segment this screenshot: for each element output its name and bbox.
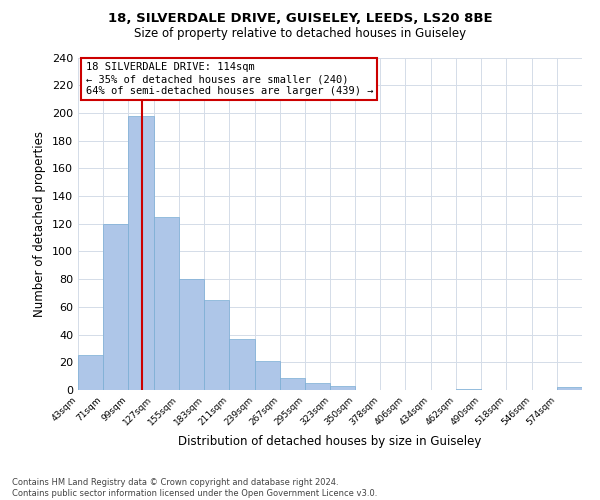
Text: Size of property relative to detached houses in Guiseley: Size of property relative to detached ho… xyxy=(134,28,466,40)
X-axis label: Distribution of detached houses by size in Guiseley: Distribution of detached houses by size … xyxy=(178,436,482,448)
Bar xyxy=(280,378,305,390)
Bar xyxy=(128,116,154,390)
Bar xyxy=(331,386,355,390)
Bar xyxy=(229,338,255,390)
Text: Contains HM Land Registry data © Crown copyright and database right 2024.
Contai: Contains HM Land Registry data © Crown c… xyxy=(12,478,377,498)
Y-axis label: Number of detached properties: Number of detached properties xyxy=(34,130,46,317)
Bar xyxy=(255,361,280,390)
Bar xyxy=(154,217,179,390)
Text: 18 SILVERDALE DRIVE: 114sqm
← 35% of detached houses are smaller (240)
64% of se: 18 SILVERDALE DRIVE: 114sqm ← 35% of det… xyxy=(86,62,373,96)
Bar xyxy=(103,224,128,390)
Bar xyxy=(557,387,582,390)
Bar xyxy=(305,383,331,390)
Bar xyxy=(78,356,103,390)
Text: 18, SILVERDALE DRIVE, GUISELEY, LEEDS, LS20 8BE: 18, SILVERDALE DRIVE, GUISELEY, LEEDS, L… xyxy=(107,12,493,26)
Bar xyxy=(456,388,481,390)
Bar xyxy=(204,300,229,390)
Bar xyxy=(179,279,204,390)
